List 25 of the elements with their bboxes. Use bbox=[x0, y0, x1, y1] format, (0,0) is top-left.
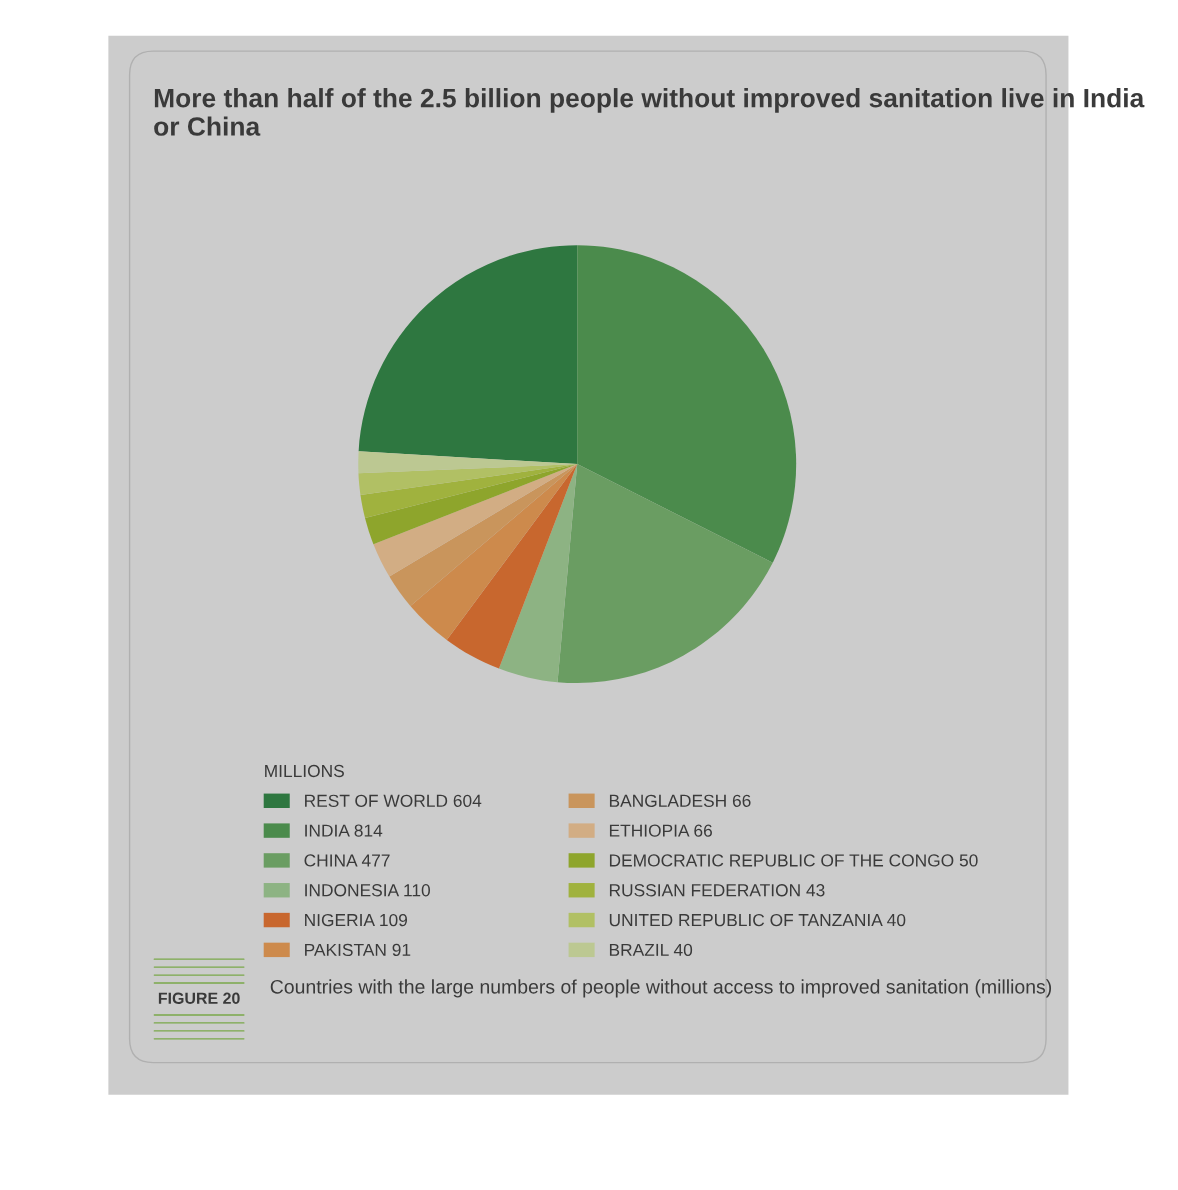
legend-label: INDONESIA 110 bbox=[305, 884, 431, 897]
legend-label: PAKISTAN 91 bbox=[305, 943, 411, 957]
legend-label: ETHIOPIA 66 bbox=[609, 824, 712, 837]
pie-slice bbox=[498, 464, 578, 683]
pie-slice bbox=[358, 245, 578, 465]
pie-slice bbox=[577, 245, 797, 563]
legend-label: NIGERIA 109 bbox=[305, 913, 408, 927]
pie-slice bbox=[373, 464, 578, 577]
legend-label: BRAZIL 40 bbox=[609, 943, 693, 957]
pie-slice bbox=[446, 464, 578, 669]
pie-slice bbox=[360, 464, 578, 519]
chart-title: More than half of the 2.5 billion people without improved sanitation live in India or China bbox=[154, 88, 1145, 136]
legend-label: REST OF WORLD 604 bbox=[305, 794, 482, 807]
legend-label: CHINA 477 bbox=[304, 854, 390, 867]
text: Countries with the large numbers of people without access to improved sanitation (millions) bbox=[270, 979, 1052, 998]
pie-slice bbox=[389, 464, 578, 606]
legend-label: INDIA 814 bbox=[305, 824, 383, 837]
legend-label: UNITED REPUBLIC OF TANZANIA 40 bbox=[609, 913, 906, 927]
pie-slice bbox=[557, 464, 773, 684]
caption: FIGURE 20 bbox=[158, 992, 240, 1004]
legend-label: RUSSIAN FEDERATION 43 bbox=[609, 884, 825, 897]
pie-slice bbox=[410, 464, 578, 640]
legend-title: MILLIONS bbox=[265, 764, 344, 778]
legend-label: BANGLADESH 66 bbox=[609, 794, 751, 807]
legend-label: DEMOCRATIC REPUBLIC OF THE CONGO 50 bbox=[609, 854, 978, 867]
